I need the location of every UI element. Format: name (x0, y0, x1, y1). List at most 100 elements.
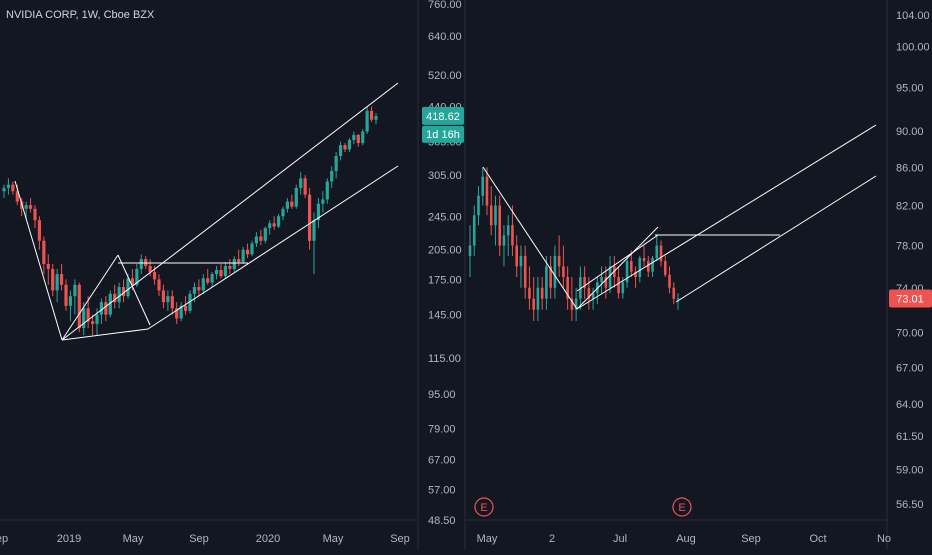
trendline-drawing[interactable] (117, 254, 151, 326)
candle-body (245, 249, 250, 255)
trendline-drawing[interactable] (482, 166, 578, 310)
right-chart-pane[interactable]: 104.00100.0095.0090.0086.0082.0078.0074.… (464, 0, 932, 550)
left-x-tick-label: 2019 (57, 533, 81, 545)
right-x-tick-label: Aug (676, 533, 696, 545)
candle-body (621, 282, 625, 294)
right-x-tick-label: Oct (809, 533, 826, 545)
candle-body (485, 176, 489, 206)
right-y-tick-label: 104.00 (896, 10, 930, 22)
candle-body (545, 266, 548, 299)
candle-body (549, 266, 552, 288)
candle-body (307, 194, 312, 241)
left-y-tick-label: 305.00 (428, 170, 462, 182)
trendline-drawing[interactable] (675, 175, 877, 303)
left-y-tick-label: 67.00 (428, 454, 456, 466)
trendline-drawing[interactable] (576, 226, 659, 310)
candle-body (579, 276, 582, 299)
earnings-marker-label: E (480, 502, 487, 514)
candle-body (506, 225, 510, 236)
candle-body (188, 293, 192, 311)
candle-body (347, 139, 352, 150)
candle-body (2, 187, 6, 192)
candle-body (42, 240, 46, 264)
trendline-drawing[interactable] (576, 124, 877, 310)
candle-body (37, 220, 42, 241)
candle-body (272, 223, 276, 227)
candle-body (197, 287, 201, 291)
left-x-tick-label: ep (0, 533, 8, 545)
right-x-tick-label: May (477, 533, 498, 545)
trendline-drawing[interactable] (61, 254, 119, 341)
candle-body (369, 110, 374, 120)
trendline-drawing[interactable] (14, 180, 63, 341)
candle-body (352, 134, 356, 140)
candle-body (104, 302, 108, 315)
candle-body (152, 272, 157, 280)
last-price-label: 418.62 (426, 111, 460, 123)
candle-body (28, 205, 33, 209)
candle-body (617, 276, 620, 294)
candle-body (73, 284, 77, 297)
candle-body (676, 298, 680, 300)
earnings-marker-icon[interactable] (672, 497, 692, 517)
left-y-tick-label: 640.00 (428, 31, 462, 43)
candle-body (250, 243, 254, 255)
candle-body (528, 287, 531, 299)
candle-body (468, 245, 472, 256)
left-x-tick-label: May (123, 533, 144, 545)
earnings-marker-icon[interactable] (474, 497, 494, 517)
right-y-tick-label: 95.00 (896, 83, 924, 95)
candle-body (192, 287, 197, 294)
candle-body (630, 261, 633, 272)
candle-body (24, 205, 28, 209)
candle-body (130, 278, 135, 285)
candle-body (325, 181, 329, 200)
right-x-tick-label: No (877, 533, 891, 545)
trendline-drawing[interactable] (576, 234, 659, 292)
candle-body (608, 266, 612, 288)
right-y-tick-label: 86.00 (896, 162, 924, 174)
trendline-drawing[interactable] (147, 165, 399, 330)
candle-body (55, 274, 59, 291)
candle-body (523, 255, 527, 288)
candle-body (179, 305, 183, 319)
candle-body (6, 184, 11, 188)
candle-body (241, 249, 245, 262)
candle-body (254, 236, 259, 244)
candle-body (268, 223, 272, 229)
left-y-tick-label: 520.00 (428, 70, 462, 82)
candle-body (583, 276, 586, 288)
candle-body (294, 187, 298, 207)
candle-body (312, 220, 316, 241)
last-price-tag (422, 106, 464, 125)
candle-body (672, 287, 676, 299)
right-y-tick-label: 70.00 (896, 327, 924, 339)
candle-body (113, 293, 117, 303)
candle-body (494, 205, 497, 226)
trendline-drawing[interactable] (61, 328, 149, 341)
candle-body (15, 191, 19, 202)
right-y-tick-label: 56.50 (896, 499, 924, 511)
candle-body (365, 110, 369, 132)
candle-body (316, 203, 321, 221)
candle-body (259, 236, 263, 241)
candle-body (489, 205, 493, 226)
candle-body (566, 276, 569, 299)
candle-body (77, 284, 81, 329)
candle-body (540, 287, 544, 299)
chart-title: NVIDIA CORP, 1W, Cboe BZX (6, 9, 155, 21)
left-x-tick-label: May (323, 533, 344, 545)
candle-body (604, 276, 608, 288)
candle-body (46, 263, 50, 269)
left-chart-pane[interactable]: 760.00640.00520.00440.00365.00305.00245.… (0, 0, 464, 550)
candle-body (219, 269, 223, 277)
countdown-label: 1d 16h (426, 129, 460, 141)
candle-body (651, 257, 654, 272)
candle-body (481, 176, 485, 196)
candle-body (281, 208, 285, 217)
candle-body (126, 278, 130, 297)
candle-body (668, 274, 671, 288)
trendline-drawing[interactable] (61, 82, 399, 341)
candle-body (343, 145, 347, 150)
